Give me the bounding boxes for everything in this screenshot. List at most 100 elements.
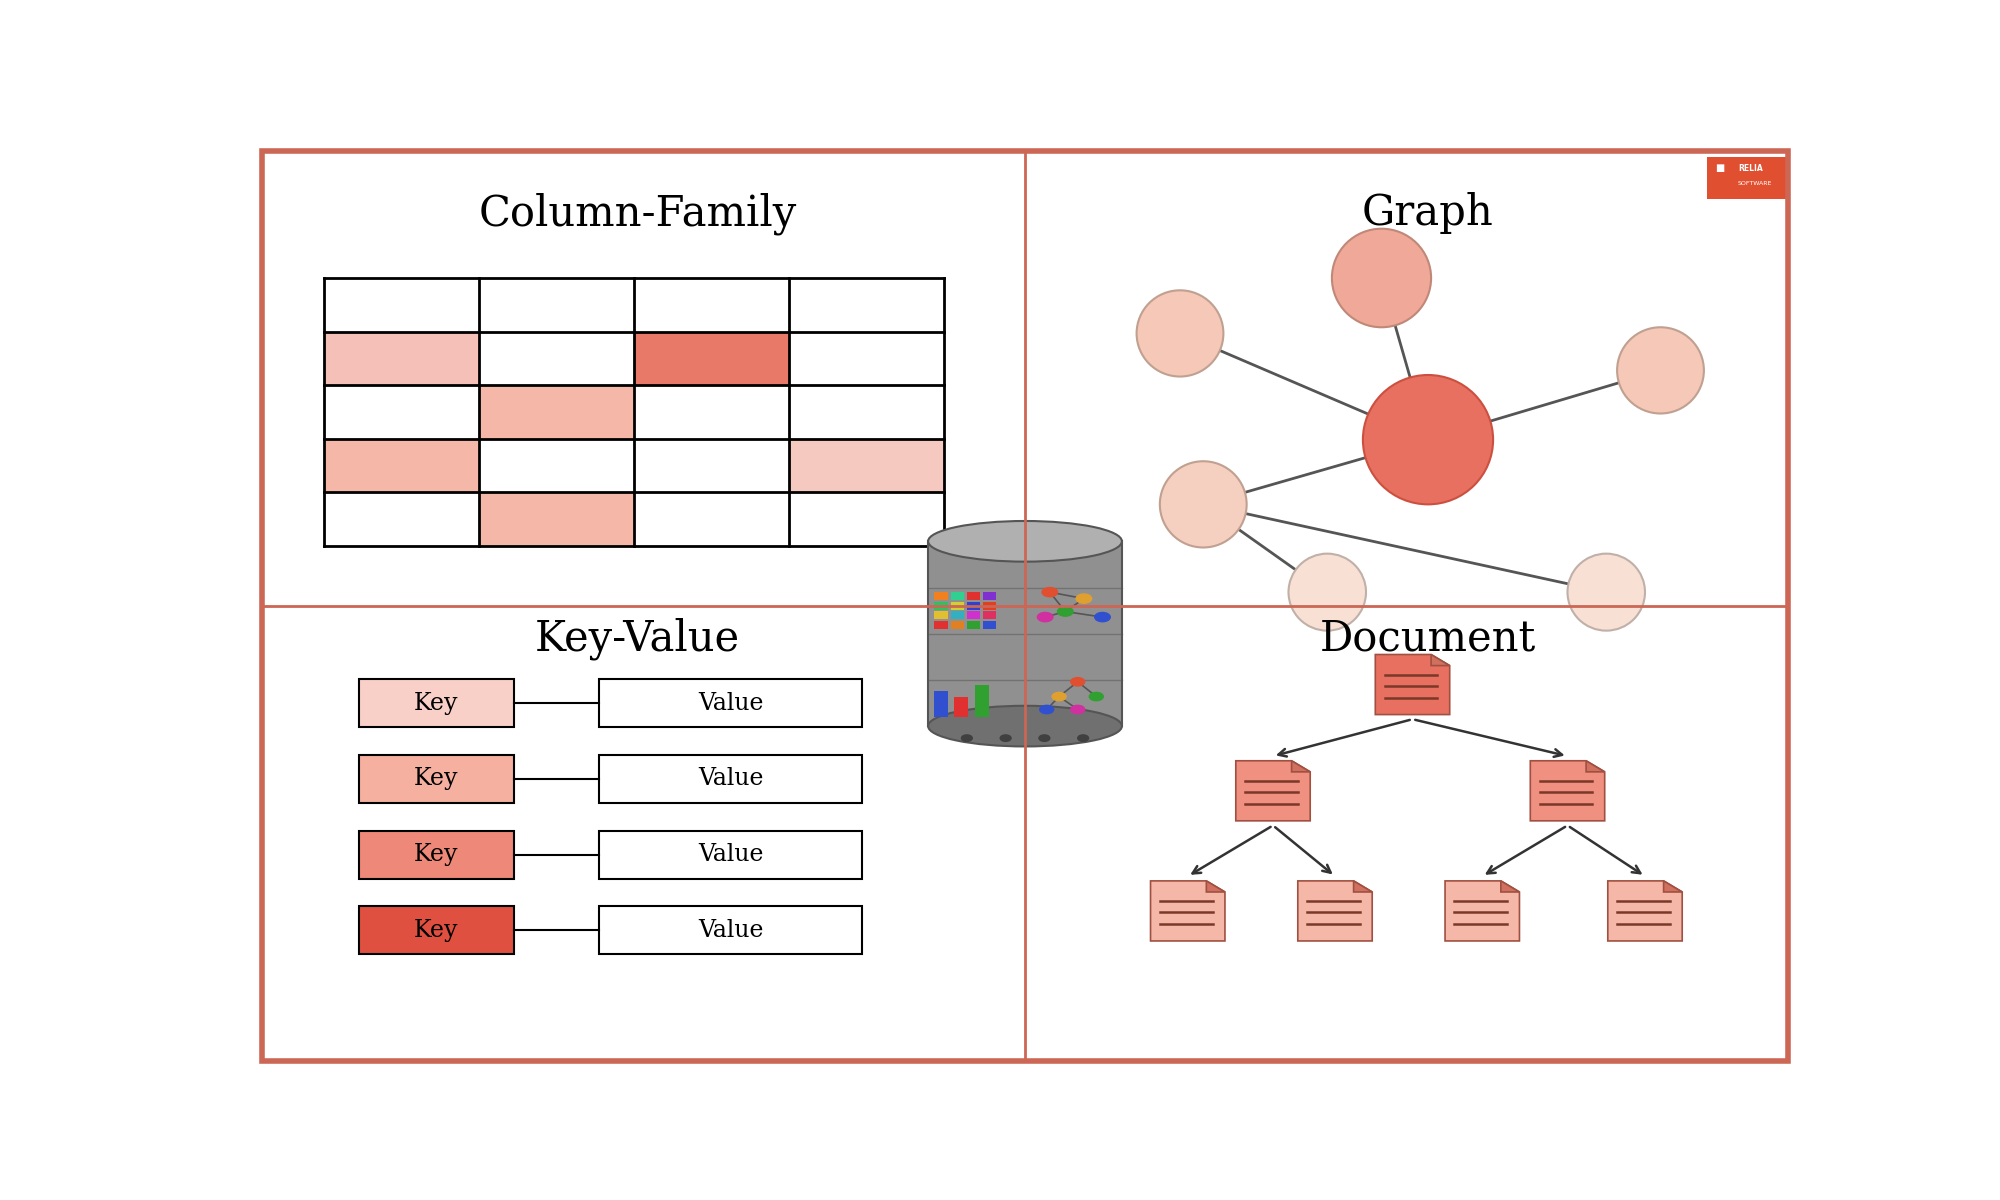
Bar bbox=[480, 492, 634, 546]
Circle shape bbox=[1058, 607, 1074, 616]
Text: Key-Value: Key-Value bbox=[534, 617, 740, 660]
Circle shape bbox=[1076, 594, 1092, 604]
Bar bbox=[984, 612, 996, 619]
Polygon shape bbox=[1236, 761, 1310, 821]
Text: Value: Value bbox=[698, 919, 764, 942]
Circle shape bbox=[1094, 612, 1110, 622]
Text: ■: ■ bbox=[1714, 163, 1724, 173]
Polygon shape bbox=[1586, 761, 1604, 772]
Bar bbox=[950, 612, 964, 619]
Text: RELIA: RELIA bbox=[1738, 163, 1762, 173]
Bar bbox=[790, 439, 944, 492]
Polygon shape bbox=[1376, 654, 1450, 714]
Bar bbox=[934, 612, 948, 619]
Text: Value: Value bbox=[698, 844, 764, 866]
Polygon shape bbox=[1292, 761, 1310, 772]
Bar bbox=[966, 612, 980, 619]
Circle shape bbox=[1090, 692, 1104, 701]
Bar bbox=[984, 601, 996, 610]
Bar bbox=[598, 830, 862, 878]
Bar bbox=[934, 592, 948, 600]
Polygon shape bbox=[1206, 881, 1224, 892]
Circle shape bbox=[1070, 706, 1084, 714]
Text: SOFTWARE: SOFTWARE bbox=[1738, 181, 1772, 186]
Circle shape bbox=[962, 734, 972, 742]
Text: Key: Key bbox=[414, 691, 458, 714]
Text: Document: Document bbox=[1320, 617, 1536, 659]
Bar bbox=[950, 601, 964, 610]
Bar bbox=[790, 331, 944, 385]
Text: Graph: Graph bbox=[1362, 192, 1494, 234]
Polygon shape bbox=[1432, 654, 1450, 666]
Text: Column-Family: Column-Family bbox=[478, 192, 796, 234]
Bar bbox=[950, 622, 964, 629]
Bar bbox=[634, 439, 790, 492]
Bar bbox=[984, 592, 996, 600]
Bar bbox=[358, 755, 514, 803]
Text: Key: Key bbox=[414, 844, 458, 866]
Polygon shape bbox=[1530, 761, 1604, 821]
Ellipse shape bbox=[1618, 328, 1704, 414]
Bar bbox=[480, 331, 634, 385]
Ellipse shape bbox=[928, 706, 1122, 746]
Polygon shape bbox=[1500, 881, 1520, 892]
Circle shape bbox=[1000, 734, 1012, 742]
Text: Key: Key bbox=[414, 767, 458, 791]
Circle shape bbox=[1038, 612, 1052, 622]
Bar bbox=[950, 592, 964, 600]
Circle shape bbox=[1078, 734, 1088, 742]
Bar bbox=[634, 385, 790, 439]
Ellipse shape bbox=[928, 521, 1122, 562]
Bar bbox=[358, 679, 514, 727]
Bar bbox=[790, 278, 944, 331]
Bar bbox=[966, 601, 980, 610]
Bar bbox=[966, 622, 980, 629]
Bar bbox=[324, 331, 480, 385]
Bar bbox=[790, 492, 944, 546]
Polygon shape bbox=[1150, 881, 1224, 941]
Bar bbox=[634, 492, 790, 546]
Bar bbox=[358, 830, 514, 878]
Bar bbox=[598, 679, 862, 727]
Circle shape bbox=[1042, 588, 1058, 596]
Ellipse shape bbox=[1288, 553, 1366, 631]
Circle shape bbox=[1070, 678, 1084, 686]
Circle shape bbox=[1038, 734, 1050, 742]
Bar bbox=[934, 691, 948, 716]
Circle shape bbox=[1040, 706, 1054, 714]
Bar bbox=[928, 541, 1122, 726]
Ellipse shape bbox=[1362, 374, 1494, 504]
Bar bbox=[634, 331, 790, 385]
Bar bbox=[974, 685, 988, 716]
Bar bbox=[966, 592, 980, 600]
Ellipse shape bbox=[1160, 461, 1246, 547]
Ellipse shape bbox=[1568, 553, 1644, 631]
Polygon shape bbox=[1664, 881, 1682, 892]
Circle shape bbox=[1052, 692, 1066, 701]
Text: Value: Value bbox=[698, 767, 764, 791]
Bar bbox=[324, 385, 480, 439]
Bar bbox=[934, 622, 948, 629]
Bar bbox=[324, 492, 480, 546]
Polygon shape bbox=[1298, 881, 1372, 941]
Polygon shape bbox=[1354, 881, 1372, 892]
Ellipse shape bbox=[1136, 290, 1224, 377]
Bar bbox=[324, 439, 480, 492]
Bar bbox=[324, 278, 480, 331]
Bar bbox=[480, 385, 634, 439]
Polygon shape bbox=[1446, 881, 1520, 941]
Text: Value: Value bbox=[698, 691, 764, 714]
Bar bbox=[480, 278, 634, 331]
Bar bbox=[598, 906, 862, 954]
Bar bbox=[790, 385, 944, 439]
Bar bbox=[1708, 157, 1788, 199]
Bar bbox=[954, 696, 968, 716]
Bar bbox=[984, 622, 996, 629]
Bar bbox=[934, 601, 948, 610]
Text: Key: Key bbox=[414, 919, 458, 942]
Bar bbox=[358, 906, 514, 954]
Bar bbox=[634, 278, 790, 331]
Bar bbox=[598, 755, 862, 803]
Bar bbox=[480, 439, 634, 492]
Polygon shape bbox=[1608, 881, 1682, 941]
